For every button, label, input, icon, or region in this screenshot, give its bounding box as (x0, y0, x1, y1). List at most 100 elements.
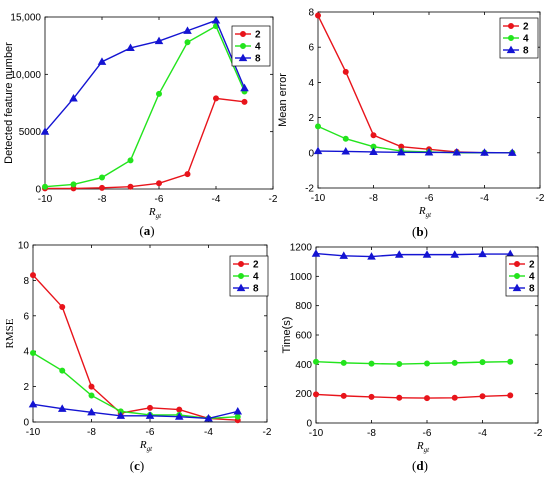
panel-label-open: ( (139, 223, 143, 238)
series-4-line (315, 360, 511, 365)
legend: 248 (505, 255, 539, 297)
x-tick-label: -10 (38, 194, 53, 205)
series-8-point (394, 250, 404, 258)
series-8-line (32, 403, 238, 420)
series-8-point (57, 404, 67, 412)
y-tick-label: 0 (23, 418, 29, 429)
x-tick-label: -2 (536, 193, 545, 204)
x-axis-label: Rgt (139, 439, 153, 453)
series-2-point (370, 132, 377, 139)
series-8-point (87, 407, 96, 416)
series-2-line (317, 15, 513, 154)
y-tick-label: 4 (308, 78, 314, 89)
series-4-point (368, 360, 375, 367)
series-2-point (88, 383, 95, 390)
series-2-point (29, 272, 36, 279)
legend-marker-2 (507, 22, 514, 29)
series-4-point (99, 174, 106, 181)
series-8-line (315, 252, 511, 258)
legend-label-8: 8 (523, 46, 529, 57)
y-tick-label: 2 (23, 382, 29, 393)
series-2-point (342, 68, 349, 75)
panel-label-open: ( (412, 224, 416, 239)
x-tick-label: -6 (155, 194, 164, 205)
series-8-point (40, 127, 50, 135)
series-4-point (423, 360, 430, 367)
series-8-point (507, 148, 517, 156)
series-2-point (212, 95, 219, 102)
legend-marker-8 (512, 283, 522, 292)
series-2-point (340, 392, 347, 399)
y-tick-label: 1200 (290, 243, 313, 254)
series-4-point (29, 349, 36, 356)
panel-label-open: ( (130, 458, 134, 473)
x-axis-label: Rgt (416, 440, 430, 454)
series-8-point (126, 43, 135, 52)
series-2-point (146, 404, 153, 411)
series-2-point (59, 303, 66, 310)
series-2-point (507, 392, 514, 399)
y-tick-label: 8 (308, 8, 314, 19)
series-4-point (340, 359, 347, 366)
y-axis-label: RMSE (4, 318, 16, 348)
y-tick-label: 800 (295, 301, 312, 312)
legend-label-2: 2 (253, 260, 259, 271)
series-2-line (45, 97, 245, 190)
y-tick-label: 0 (306, 419, 312, 430)
y-tick-label: 0 (308, 148, 314, 159)
x-axis-label: Rgt (148, 206, 162, 220)
x-tick-label: -10 (309, 428, 324, 439)
y-axis-label: Time(s) (281, 317, 293, 354)
series-4-point (234, 413, 241, 420)
y-axis-label: Detected feature number (3, 42, 15, 164)
y-axis-label: Mean error (277, 73, 289, 127)
x-axis-label-sub: gt (147, 445, 154, 453)
series-8-point (240, 83, 249, 92)
chart-panel-a: -10 -8 -6 -4 -2 0 5000 10,000 15,000 Detected fea… (3, 13, 278, 239)
series-2-point (241, 98, 248, 105)
series-2-point (176, 406, 183, 413)
legend-marker-4 (237, 272, 244, 279)
legend-marker-4 (507, 35, 514, 42)
series-8-point (233, 406, 243, 415)
series-8-point (369, 147, 378, 156)
x-tick-label: -10 (311, 193, 326, 204)
legend-label-2: 2 (529, 260, 535, 271)
y-tick-label: 1000 (290, 272, 313, 283)
legend-label-8: 8 (253, 284, 259, 295)
series-8-point (341, 146, 351, 155)
x-axis-label-sub: gt (156, 212, 163, 220)
legend-label-2: 2 (255, 30, 261, 41)
x-tick-label: -4 (204, 427, 213, 438)
legend: 248 (229, 255, 269, 297)
x-tick-label: -2 (263, 427, 272, 438)
x-tick-label: -8 (367, 428, 376, 439)
x-axis-label-main: R (148, 206, 156, 218)
y-tick-label: 6 (308, 43, 314, 54)
series-8-point (478, 249, 487, 258)
y-tick-label: 6 (23, 311, 29, 322)
x-tick-label: -8 (87, 427, 96, 438)
legend-marker-8 (506, 45, 516, 54)
series-2-line (315, 393, 511, 399)
series-4-point (507, 358, 514, 365)
x-axis-label-main: R (416, 440, 424, 452)
series-2-point (99, 184, 106, 191)
series-4-point (451, 359, 458, 366)
x-axis-label-sub: gt (426, 211, 433, 219)
series-4-point (342, 135, 349, 142)
panel-label: (d) (412, 458, 428, 473)
panel-label-close: ) (140, 458, 144, 473)
x-axis-label-main: R (418, 205, 426, 217)
panel-label-open: ( (412, 458, 416, 473)
legend-marker-4 (514, 272, 521, 279)
x-tick-label: -6 (425, 193, 434, 204)
series-4-point (312, 358, 319, 365)
series-4-line (44, 25, 246, 188)
y-tick-label: 4 (23, 347, 29, 358)
panel-label: (b) (412, 224, 428, 239)
series-2-point (423, 395, 430, 402)
panel-label-letter: d (416, 458, 424, 473)
